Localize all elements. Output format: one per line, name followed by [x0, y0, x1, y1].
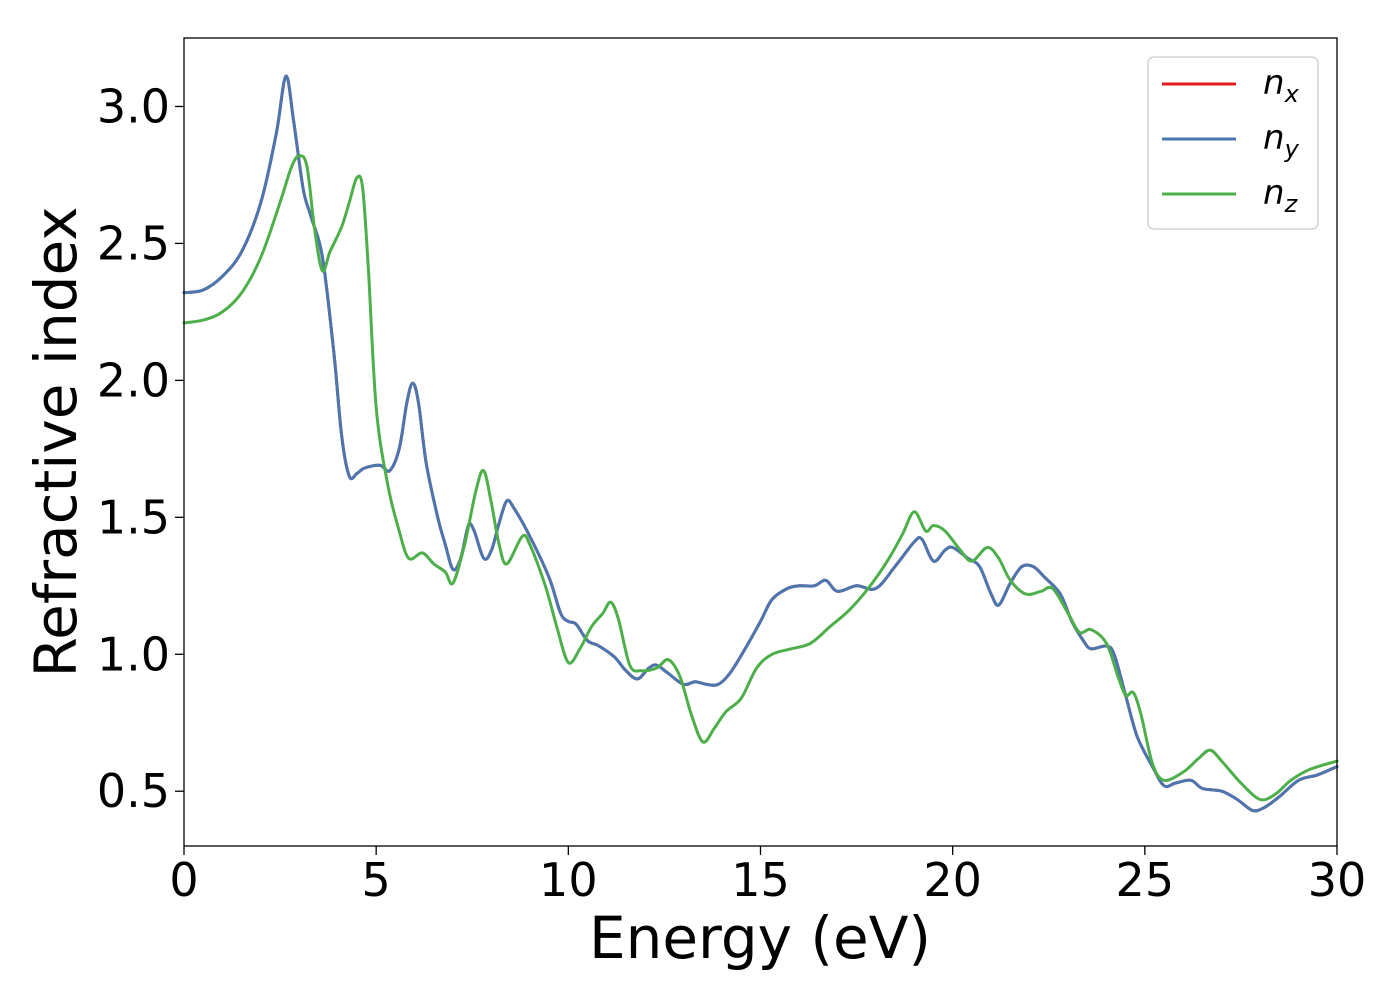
x-axis-label: Energy (eV): [589, 904, 931, 972]
y-tick-label: 3.0: [97, 79, 170, 133]
y-tick-label: 2.5: [97, 216, 170, 270]
x-tick-label: 10: [539, 853, 598, 907]
y-tick-label: 1.0: [97, 627, 170, 681]
series-layer: [182, 74, 1339, 813]
legend-label-z: nz: [1263, 173, 1299, 218]
legend-frame: [1147, 56, 1319, 230]
legend-label-x: nx: [1263, 63, 1300, 108]
x-tick-label: 15: [731, 853, 790, 907]
legend-label-y: ny: [1263, 118, 1300, 163]
y-tick-label: 1.5: [97, 490, 170, 544]
x-tick-label: 5: [362, 853, 391, 907]
y-tick-label: 0.5: [97, 764, 170, 818]
x-tick-label: 30: [1308, 853, 1367, 907]
x-tick-label: 0: [169, 853, 198, 907]
x-tick-label: 25: [1116, 853, 1175, 907]
series-line-z: [182, 154, 1339, 802]
x-tick-label: 20: [923, 853, 982, 907]
x-axis: 0 5 10 15 20 25 30: [169, 846, 1366, 907]
y-axis: 0.5 1.0 1.5 2.0 2.5 3.0: [97, 79, 184, 818]
y-axis-label: Refractive index: [22, 206, 90, 677]
legend: nx ny nz: [1147, 56, 1319, 230]
y-tick-label: 2.0: [97, 353, 170, 407]
